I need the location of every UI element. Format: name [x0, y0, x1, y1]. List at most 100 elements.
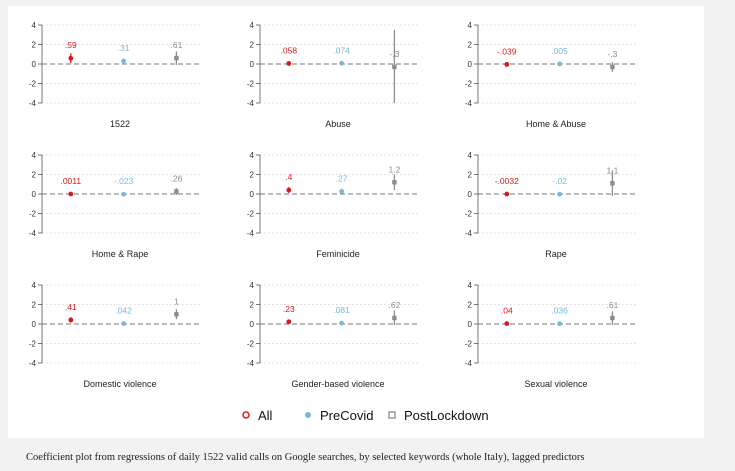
data-label: .27	[336, 173, 348, 183]
panel-title: 1522	[110, 119, 130, 129]
y-tick-label: 2	[32, 171, 37, 180]
coefficient-plot-figure: -4 -2 0 2 4 1522 .59 .31 .61 -4 -2 0 2 4 Abuse .058 .074…	[8, 6, 704, 438]
point-marker	[121, 191, 126, 197]
point-marker	[392, 315, 397, 321]
y-tick-label: 4	[468, 21, 473, 30]
legend-marker	[242, 411, 250, 419]
panel-title: Abuse	[325, 119, 351, 129]
y-tick-label: 0	[468, 60, 473, 69]
data-label: .31	[118, 43, 130, 53]
y-tick-label: -4	[465, 359, 473, 368]
point-marker	[68, 55, 74, 61]
y-tick-label: 0	[32, 190, 37, 199]
y-tick-label: -2	[247, 80, 255, 89]
y-tick-label: -2	[465, 210, 473, 219]
point-marker	[286, 61, 292, 66]
data-label: .61	[170, 40, 182, 50]
y-tick-label: 4	[32, 281, 37, 290]
y-tick-label: 2	[250, 41, 255, 50]
data-label: .0011	[60, 176, 81, 186]
panel-domestic-violence: -4 -2 0 2 4 Domestic violence .41 .042 1	[29, 281, 202, 389]
y-tick-label: -4	[465, 229, 473, 238]
y-tick-label: 0	[468, 190, 473, 199]
legend: All PreCovid PostLockdown	[242, 408, 489, 423]
panel-title: Home & Abuse	[526, 119, 586, 129]
point-marker	[557, 321, 562, 327]
data-label: .62	[388, 300, 400, 310]
y-tick-label: 2	[250, 171, 255, 180]
data-label: 1.1	[606, 165, 618, 175]
panel-1522: -4 -2 0 2 4 1522 .59 .31 .61	[29, 21, 202, 129]
point-marker	[174, 312, 179, 317]
y-tick-label: 0	[250, 190, 255, 199]
y-tick-label: 0	[250, 60, 255, 69]
point-marker	[504, 61, 510, 67]
y-tick-label: -4	[247, 359, 255, 368]
y-tick-label: -2	[465, 340, 473, 349]
y-tick-label: -2	[465, 80, 473, 89]
y-tick-label: -4	[29, 229, 37, 238]
y-tick-label: -2	[247, 340, 255, 349]
panel-gender-based-violence: -4 -2 0 2 4 Gender-based violence .23 .081 .62	[247, 281, 420, 389]
point-marker	[504, 191, 510, 197]
data-label: .59	[65, 40, 77, 50]
point-marker	[610, 64, 615, 70]
point-marker	[339, 60, 344, 66]
panel-home-rape: -4 -2 0 2 4 Home & Rape .0011 -.023 .26	[29, 151, 202, 259]
panel-feminicide: -4 -2 0 2 4 Feminicide .4 .27 1.2	[247, 151, 420, 259]
panel-title: Rape	[545, 249, 567, 259]
point-marker	[121, 58, 126, 64]
y-tick-label: 2	[250, 301, 255, 310]
legend-marker	[305, 412, 311, 418]
point-marker	[610, 181, 615, 186]
data-label: .005	[551, 46, 568, 56]
point-marker	[339, 320, 344, 326]
panel-title: Domestic violence	[83, 379, 156, 389]
point-marker	[392, 180, 397, 185]
data-label: -.3	[607, 49, 617, 59]
y-tick-label: 4	[250, 151, 255, 160]
y-tick-label: 2	[468, 301, 473, 310]
panel-title: Feminicide	[316, 249, 360, 259]
figure-caption: Coefficient plot from regressions of dai…	[26, 452, 585, 463]
data-label: .41	[65, 302, 77, 312]
data-label: -.023	[114, 176, 134, 186]
point-marker	[504, 321, 510, 327]
data-label: -.3	[389, 49, 399, 59]
data-label: .081	[333, 305, 350, 315]
y-tick-label: -4	[247, 99, 255, 108]
y-tick-label: 4	[250, 281, 255, 290]
point-marker	[174, 55, 179, 61]
legend-label: All	[258, 408, 273, 423]
y-tick-label: 0	[32, 320, 37, 329]
point-marker	[286, 319, 292, 325]
panel-title: Gender-based violence	[291, 379, 384, 389]
panel-title: Sexual violence	[524, 379, 587, 389]
y-tick-label: -2	[29, 80, 37, 89]
data-label: .058	[281, 45, 298, 55]
data-label: .04	[501, 306, 513, 316]
point-marker	[286, 187, 292, 193]
data-label: -.02	[552, 176, 567, 186]
y-tick-label: 2	[468, 41, 473, 50]
data-label: .61	[606, 300, 618, 310]
y-tick-label: -2	[29, 340, 37, 349]
point-marker	[392, 64, 397, 70]
legend-marker	[388, 411, 396, 419]
y-tick-label: -2	[247, 210, 255, 219]
point-marker	[68, 191, 74, 197]
point-marker	[174, 189, 179, 194]
y-tick-label: -2	[29, 210, 37, 219]
y-tick-label: 2	[468, 171, 473, 180]
y-tick-label: 0	[468, 320, 473, 329]
y-tick-label: 4	[468, 281, 473, 290]
data-label: .042	[115, 306, 132, 316]
y-tick-label: 2	[32, 41, 37, 50]
data-label: -.039	[497, 46, 517, 56]
y-tick-label: -4	[29, 99, 37, 108]
data-label: -.0032	[495, 176, 519, 186]
data-label: .4	[285, 172, 292, 182]
point-marker	[339, 188, 344, 194]
point-marker	[557, 61, 562, 67]
y-tick-label: 0	[32, 60, 37, 69]
